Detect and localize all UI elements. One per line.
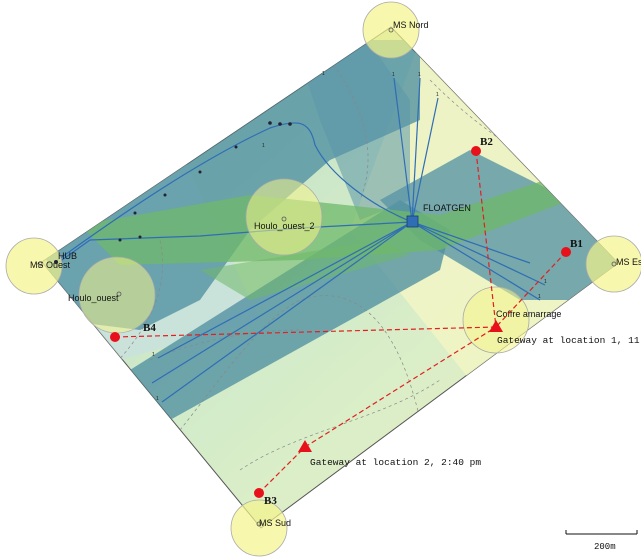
gateway-1-label: Gateway at location 1, 11:00 am <box>497 335 641 346</box>
svg-text:1: 1 <box>418 72 421 78</box>
corridor-north <box>300 30 410 220</box>
buoy-b4[interactable]: B4 <box>110 322 156 342</box>
cable-southwest-2 <box>161 221 413 403</box>
gateway-location-2[interactable]: Gateway at location 2, 2:40 pm <box>298 440 481 468</box>
svg-text:1: 1 <box>544 279 547 285</box>
buoy-b1-label: B1 <box>570 238 583 250</box>
buoy-b2-marker <box>471 146 481 156</box>
hub-marker <box>54 260 58 264</box>
svg-text:1: 1 <box>322 71 325 77</box>
floatgen-label: FLOATGEN <box>423 203 471 213</box>
zone-ms-ouest-label: MS Ouest <box>30 260 71 270</box>
cable-east-3 <box>411 221 531 264</box>
cable-north-2 <box>411 77 421 223</box>
svg-text:1: 1 <box>156 396 159 402</box>
zone-houlo-ouest-label: Houlo_ouest <box>68 293 119 303</box>
svg-text:1: 1 <box>392 72 395 78</box>
link-b1-gateway1 <box>495 251 567 328</box>
zone-houlo-ouest-2[interactable]: Houlo_ouest_2 <box>245 178 323 256</box>
zone-ms-nord-circle <box>362 1 420 59</box>
svg-text:1: 1 <box>436 92 439 98</box>
cable-southwest-1 <box>157 221 413 359</box>
zone-ms-est-label: MS Est <box>616 257 641 267</box>
buoy-b2[interactable]: B2 <box>471 136 493 156</box>
floatgen[interactable]: FLOATGEN <box>406 203 471 228</box>
hub-label: HUB <box>58 251 77 261</box>
cable-north-1 <box>393 77 413 223</box>
zone-ms-sud-label: MS Sud <box>259 518 291 528</box>
cable-vertices <box>118 121 292 242</box>
gateway-2-marker <box>298 440 312 452</box>
cable-hub-secondary <box>54 221 413 266</box>
green-band <box>80 175 570 265</box>
buoy-b3[interactable]: B3 <box>254 488 277 507</box>
zone-ms-ouest-circle <box>5 237 63 295</box>
zone-ms-ouest[interactable]: MS Ouest <box>5 237 71 295</box>
link-b3-gateway2 <box>258 446 306 494</box>
zone-ms-sud-circle <box>230 499 288 557</box>
svg-text:1: 1 <box>152 352 155 358</box>
zone-ms-nord[interactable]: MS Nord <box>362 1 429 59</box>
cable-end-markers: 1 1 1 1 1 1 1 1 1 <box>152 71 547 402</box>
scale-bar-label: 200m <box>594 542 616 552</box>
zone-houlo-ouest-2-label: Houlo_ouest_2 <box>254 221 315 231</box>
gateway-links <box>114 150 567 494</box>
svg-text:1: 1 <box>538 294 541 300</box>
link-b2-gateway1 <box>475 150 497 328</box>
cable-southwest-3 <box>151 221 413 384</box>
hub[interactable]: HUB <box>54 251 77 264</box>
buoy-b2-label: B2 <box>480 136 493 148</box>
cable-north-3 <box>411 97 439 223</box>
zone-ms-nord-label: MS Nord <box>393 20 429 30</box>
green-band-lower <box>200 240 410 300</box>
buoy-b3-label: B3 <box>264 495 277 507</box>
buoy-b3-marker <box>254 488 264 498</box>
svg-text:1: 1 <box>262 143 265 149</box>
buoy-b4-marker <box>110 332 120 342</box>
scale-bar: 200m <box>565 530 638 552</box>
cable-east-1 <box>411 221 541 301</box>
link-gateway2-gateway1 <box>304 326 497 448</box>
buoy-b1-marker <box>561 247 571 257</box>
gateway-2-label: Gateway at location 2, 2:40 pm <box>310 457 481 468</box>
buoy-b4-label: B4 <box>143 322 156 334</box>
zone-ms-est-circle <box>585 235 641 293</box>
floatgen-marker <box>406 215 419 228</box>
gateway-1-marker <box>489 320 503 332</box>
cable-east-2 <box>411 221 546 286</box>
zone-coffre-amarrage-label: Coffre amarrage <box>496 309 561 319</box>
cable-network <box>54 77 546 403</box>
zone-ms-est[interactable]: MS Est <box>585 235 641 293</box>
gateway-location-1[interactable]: Gateway at location 1, 11:00 am <box>489 320 641 346</box>
zone-ms-sud[interactable]: MS Sud <box>230 499 291 557</box>
buoy-b1[interactable]: B1 <box>561 238 583 257</box>
